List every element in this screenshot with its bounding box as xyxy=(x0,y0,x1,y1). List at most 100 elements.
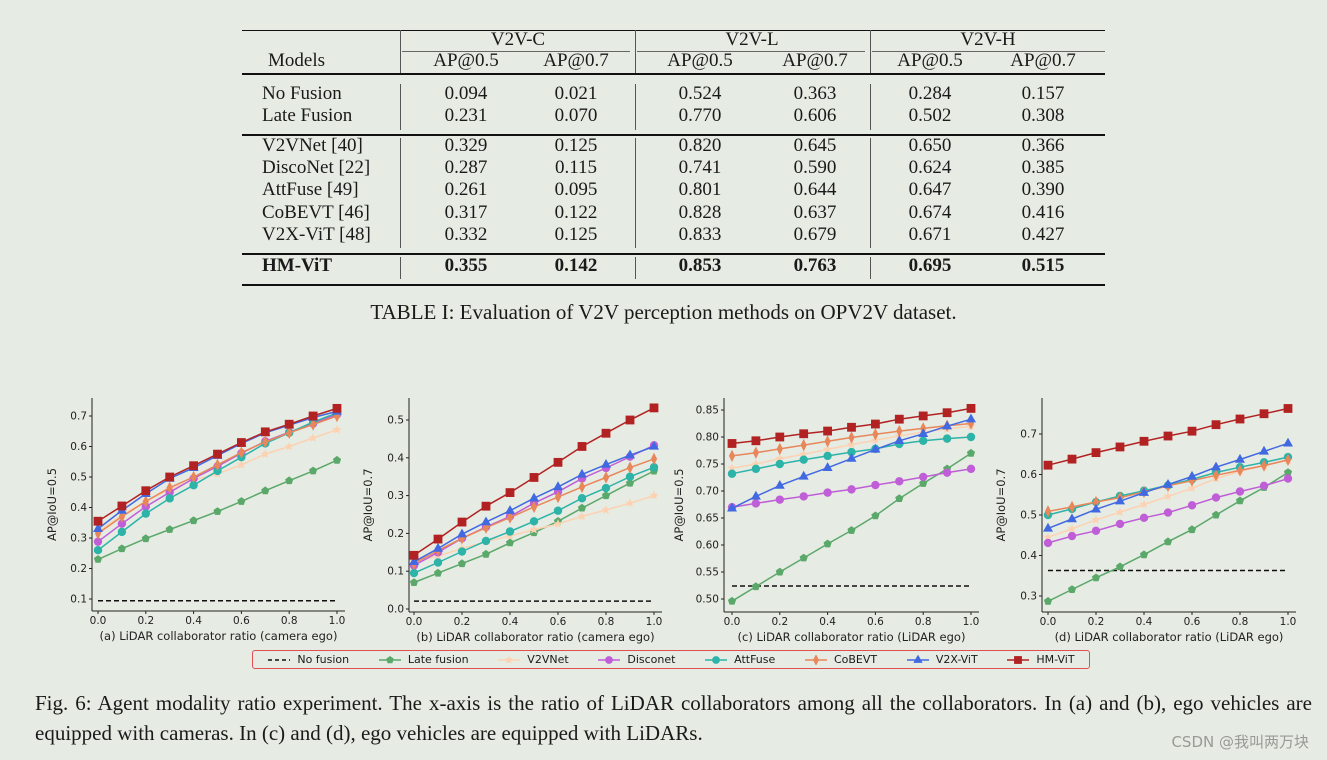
data-point xyxy=(871,480,880,490)
table-row-model: V2X-ViT [48] xyxy=(262,224,371,245)
x-tick-label: 1.0 xyxy=(646,616,663,628)
data-point xyxy=(871,419,880,429)
data-point xyxy=(1211,510,1221,519)
y-tick-label: 0.3 xyxy=(1020,591,1037,603)
data-point xyxy=(577,468,587,478)
legend-label: No fusion xyxy=(297,653,350,666)
data-point xyxy=(625,472,635,481)
table-cell: 0.650 xyxy=(908,135,952,156)
table-row-model: HM-ViT xyxy=(262,255,333,276)
data-point xyxy=(481,549,491,558)
data-point xyxy=(1163,508,1173,517)
table-group-header: V2V-C xyxy=(490,29,546,50)
data-point xyxy=(284,419,294,429)
data-point xyxy=(1235,453,1245,463)
table-divider xyxy=(635,30,636,73)
table-rule xyxy=(242,73,1105,76)
series-v2x-vit xyxy=(409,440,659,565)
series-cobevt xyxy=(94,409,341,540)
series-hm-vit xyxy=(1043,404,1293,470)
table-row-model: CoBEVT [46] xyxy=(262,202,370,223)
table-cell: 0.261 xyxy=(444,179,488,200)
y-tick-label: 0.5 xyxy=(1020,510,1037,522)
data-point xyxy=(798,470,809,480)
data-point xyxy=(919,472,928,482)
data-point xyxy=(775,459,784,469)
data-point xyxy=(457,559,467,568)
data-point xyxy=(1284,453,1292,467)
data-point xyxy=(1235,496,1245,505)
data-point xyxy=(308,433,318,442)
y-tick-label: 0.3 xyxy=(70,533,87,545)
table-rule xyxy=(242,253,1105,256)
data-point xyxy=(1236,464,1244,477)
table-cell: 0.390 xyxy=(1021,179,1065,200)
data-point xyxy=(649,403,659,413)
x-tick-label: 0.4 xyxy=(1136,616,1153,628)
table-divider xyxy=(635,84,636,130)
legend-label: V2X-ViT xyxy=(935,653,978,666)
table-cell: 0.157 xyxy=(1021,83,1065,104)
chart-d: 0.0 0.2 0.4 0.6 0.8 1.0 0.3 0.4 0.5 0.6 0.7 (d) LiD… xyxy=(994,398,1296,644)
data-point xyxy=(1044,505,1052,518)
data-point xyxy=(752,446,760,459)
table-cell: 0.287 xyxy=(444,157,488,178)
data-point xyxy=(1163,479,1173,488)
table-cell: 0.308 xyxy=(1021,105,1065,126)
table-group-rule xyxy=(637,51,865,52)
data-point xyxy=(1259,409,1269,419)
table-cell: 0.502 xyxy=(908,105,952,126)
table-row-model: DiscoNet [22] xyxy=(262,157,371,178)
legend-marker-icon xyxy=(804,654,827,665)
data-point xyxy=(1115,442,1125,452)
table-cell: 0.644 xyxy=(793,179,837,200)
data-point xyxy=(236,438,246,447)
data-point xyxy=(625,415,635,425)
data-point xyxy=(1043,522,1053,532)
y-tick-label: 0.6 xyxy=(1020,469,1037,481)
series-hm-vit xyxy=(727,403,976,448)
x-tick-label: 0.8 xyxy=(598,616,615,628)
table-header-models: Models xyxy=(268,50,325,71)
legend-item-late-fusion: Late fusion xyxy=(378,653,469,666)
table-cell: 0.115 xyxy=(554,157,598,178)
data-point xyxy=(728,449,736,463)
data-point xyxy=(966,432,976,442)
data-point xyxy=(727,439,737,448)
x-tick-label: 0.0 xyxy=(90,615,107,627)
table-column-header: AP@0.5 xyxy=(897,50,963,71)
series-late-fusion xyxy=(93,455,342,563)
legend-marker-icon xyxy=(378,655,401,663)
data-point xyxy=(823,488,832,497)
table-column-header: AP@0.5 xyxy=(667,50,733,71)
data-point xyxy=(165,494,174,503)
data-point xyxy=(751,499,761,508)
table-cell: 0.695 xyxy=(908,255,952,276)
data-point xyxy=(261,486,270,495)
table-cell: 0.647 xyxy=(908,179,952,200)
data-point xyxy=(1283,474,1293,483)
data-point xyxy=(1163,431,1173,441)
data-point xyxy=(260,449,270,459)
data-point xyxy=(1283,404,1293,413)
y-axis-label: AP@IoU=0.7 xyxy=(994,468,1008,541)
data-point xyxy=(775,432,785,442)
data-point xyxy=(823,451,832,461)
table-row-model: Late Fusion xyxy=(262,105,353,126)
legend-marker-icon xyxy=(598,655,621,664)
data-point xyxy=(966,448,976,457)
series-line xyxy=(97,412,338,551)
x-tick-label: 0.4 xyxy=(819,616,836,628)
data-point xyxy=(433,558,443,567)
data-point xyxy=(577,494,587,503)
data-point xyxy=(481,536,491,546)
data-point xyxy=(1067,513,1077,523)
data-point xyxy=(895,494,904,502)
data-point xyxy=(727,502,737,512)
data-point xyxy=(309,466,318,475)
data-point xyxy=(214,458,221,471)
y-tick-label: 0.85 xyxy=(696,405,719,417)
y-tick-label: 0.4 xyxy=(70,502,87,514)
series-late-fusion xyxy=(409,466,659,587)
chart-b: 0.0 0.2 0.4 0.6 0.8 1.0 0.0 0.1 0.2 0.3 0.4 0.5 (b) … xyxy=(361,398,662,644)
